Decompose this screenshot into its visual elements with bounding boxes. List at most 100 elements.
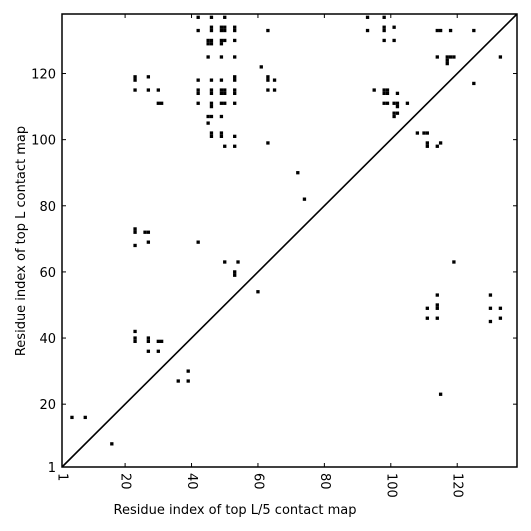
contact-point <box>233 88 237 92</box>
contact-point <box>435 303 439 307</box>
contact-point <box>223 28 227 33</box>
contact-point <box>209 25 214 29</box>
contact-point <box>385 88 390 92</box>
contact-point <box>422 131 426 135</box>
contact-point <box>382 91 386 96</box>
y-tick-label: 60 <box>39 266 56 281</box>
contact-point <box>133 78 137 82</box>
contact-point <box>219 88 224 92</box>
diagonal-line <box>61 13 518 468</box>
contact-point <box>272 88 277 92</box>
contact-point <box>206 38 210 43</box>
contact-point <box>146 336 151 340</box>
contact-point <box>233 78 237 82</box>
contact-point <box>488 319 493 324</box>
plot-area <box>61 13 518 468</box>
contact-point <box>209 38 214 43</box>
contact-point <box>272 78 277 82</box>
contact-point <box>209 42 214 46</box>
contact-point <box>382 88 386 92</box>
contact-point <box>133 243 137 248</box>
contact-point <box>209 101 214 105</box>
x-tick-label: 80 <box>317 473 332 490</box>
contact-point <box>498 316 503 320</box>
contact-point <box>392 111 396 115</box>
contact-point <box>209 28 214 33</box>
contact-point <box>435 306 439 310</box>
contact-point <box>223 38 227 43</box>
x-tick-label: 1 <box>55 473 70 481</box>
contact-point <box>472 81 476 86</box>
contact-point <box>206 121 210 125</box>
contact-point <box>266 28 270 33</box>
contact-point <box>209 131 214 135</box>
contact-point <box>435 316 439 320</box>
contact-point <box>146 230 151 234</box>
contact-point <box>133 336 137 340</box>
contact-point <box>233 273 237 277</box>
contact-point <box>209 114 214 119</box>
contact-point <box>159 101 164 105</box>
contact-point <box>296 171 300 175</box>
contact-point <box>186 379 190 383</box>
contact-point <box>133 227 137 231</box>
contact-point <box>256 290 260 294</box>
contact-point <box>219 134 224 138</box>
contact-point <box>445 61 449 66</box>
y-tick-label: 40 <box>39 332 56 347</box>
contact-point <box>395 101 400 105</box>
contact-point <box>392 101 396 105</box>
contact-point <box>233 75 237 79</box>
contact-point <box>196 91 200 96</box>
contact-point <box>392 25 396 29</box>
contact-point <box>223 25 227 29</box>
x-tick-label: 120 <box>450 473 465 498</box>
contact-point <box>438 141 443 145</box>
contact-point <box>392 38 396 43</box>
y-tick-label: 100 <box>31 134 56 149</box>
contact-point <box>219 42 224 46</box>
x-tick-label: 60 <box>250 473 265 490</box>
contact-point <box>196 15 200 19</box>
contact-point <box>448 55 453 59</box>
contact-point <box>133 230 137 234</box>
contact-point <box>209 134 214 138</box>
contact-point <box>382 15 386 19</box>
contact-point <box>425 144 429 148</box>
contact-point <box>425 316 429 320</box>
contact-point <box>266 88 270 92</box>
contact-point <box>498 55 503 59</box>
contact-point <box>445 58 449 62</box>
contact-point <box>233 134 237 138</box>
plot-frame <box>61 13 518 468</box>
contact-point <box>382 101 386 105</box>
contact-point <box>425 141 429 145</box>
contact-point <box>223 101 227 105</box>
contact-point <box>395 91 400 96</box>
contact-point <box>219 91 224 96</box>
contact-point <box>435 144 439 148</box>
x-tick-label: 20 <box>118 473 133 490</box>
contact-point <box>415 131 420 135</box>
contact-point <box>219 101 224 105</box>
contact-point <box>133 329 137 334</box>
contact-point <box>219 28 224 33</box>
contact-point <box>233 55 237 59</box>
contact-point <box>219 78 224 82</box>
contact-point <box>70 415 74 420</box>
contact-point <box>382 38 386 43</box>
contact-point <box>425 306 429 310</box>
contact-point <box>233 101 237 105</box>
contact-point <box>219 25 224 29</box>
contact-point <box>382 25 386 29</box>
y-tick-label: 120 <box>31 68 56 83</box>
contact-point <box>498 306 503 310</box>
contact-point <box>209 88 214 92</box>
contact-point <box>186 369 190 373</box>
contact-point <box>223 144 227 148</box>
contact-point <box>143 230 147 234</box>
contact-point <box>223 15 227 19</box>
contact-point <box>302 197 307 201</box>
contact-point <box>196 28 200 33</box>
